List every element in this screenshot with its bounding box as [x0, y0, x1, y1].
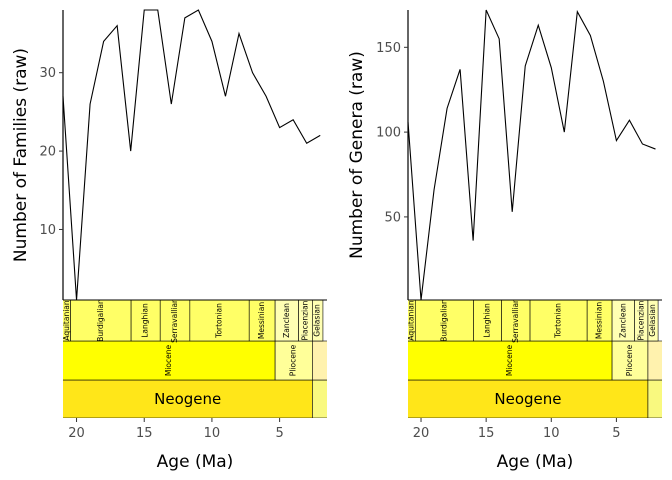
genera-x-axis-title: Age (Ma)	[497, 452, 574, 472]
stage-band	[312, 300, 324, 342]
quaternary-band	[647, 379, 662, 418]
period-band	[63, 379, 313, 418]
stage-label: Gelasian	[648, 304, 657, 337]
stage-label: Gelasian	[313, 304, 322, 337]
stage-band	[473, 300, 502, 342]
epoch-label: Miocene	[164, 344, 173, 376]
stage-band	[248, 300, 276, 342]
families-ticks: 10 20 30 20 15 10 5	[39, 66, 283, 441]
stage-label: Serravallian	[511, 298, 520, 343]
stage-label: Serravallian	[170, 298, 179, 343]
stage-label: Aquitanian	[62, 300, 71, 341]
pleistocene-band	[647, 340, 662, 381]
epoch-label: Pliocene	[625, 344, 634, 376]
y-tick-label: 10	[39, 223, 56, 238]
stage-band	[529, 300, 588, 342]
x-tick-label: 5	[275, 426, 283, 441]
families-y-axis-title: Number of Families (raw)	[11, 48, 31, 262]
x-tick-label: 15	[136, 426, 153, 441]
stage-label: Burdigalian	[439, 299, 448, 342]
stage-label: Langhian	[483, 303, 492, 338]
stage-label: Tortonian	[554, 303, 563, 339]
y-tick-label: 150	[376, 41, 401, 56]
stage-label: Zanclean	[618, 303, 627, 338]
stage-band	[130, 300, 161, 342]
y-tick-label: 30	[39, 66, 56, 81]
x-tick-label: 10	[204, 426, 221, 441]
epoch-band	[611, 340, 649, 381]
stage-band	[647, 300, 659, 342]
x-tick-label: 5	[612, 426, 620, 441]
genera-timescale: Neogene Miocene Pliocene Aquitanian Burdigal…	[407, 298, 662, 418]
stage-label: Messinian	[257, 302, 266, 339]
stage-band	[501, 300, 531, 342]
y-tick-label: 50	[384, 210, 401, 225]
pleistocene-band	[312, 340, 327, 381]
period-label: Neogene	[154, 390, 221, 408]
genera-series-line	[407, 9, 656, 301]
stage-label: Piacenzian	[300, 300, 309, 340]
stage-band	[414, 300, 474, 342]
stage-label: Tortonian	[215, 303, 224, 339]
epoch-label: Pliocene	[289, 344, 298, 376]
stage-band	[189, 300, 250, 342]
stage-label: Messinian	[595, 302, 604, 339]
stage-label: Langhian	[141, 303, 150, 338]
x-tick-label: 15	[478, 426, 495, 441]
timescale-bands: Neogene Miocene Pliocene Aquitanian Burdigal…	[62, 298, 327, 418]
period-band	[408, 379, 649, 418]
genera-y-axis-title: Number of Genera (raw)	[347, 51, 367, 259]
families-timescale: Neogene Miocene Pliocene Aquitanian Burdigal…	[62, 298, 327, 418]
stage-band	[70, 300, 132, 342]
x-tick-label: 20	[68, 426, 85, 441]
x-tick-label: 10	[543, 426, 560, 441]
y-tick-label: 20	[39, 145, 56, 160]
genera-axes	[407, 10, 662, 301]
stage-label: Aquitanian	[407, 300, 416, 341]
y-tick-label: 100	[376, 126, 401, 141]
quaternary-band	[312, 379, 327, 418]
epoch-band	[408, 340, 613, 381]
timescale-bands: Neogene Miocene Pliocene Aquitanian Burdigal…	[407, 298, 662, 418]
genera-ticks: 50 100 150 20 15 10 5	[376, 41, 620, 441]
families-panel: Neogene Miocene Pliocene Aquitanian Burdigal…	[11, 9, 327, 472]
families-axes	[62, 10, 327, 301]
stage-band	[586, 300, 613, 342]
x-tick-label: 20	[413, 426, 430, 441]
stage-label: Zanclean	[282, 303, 291, 338]
period-label: Neogene	[494, 390, 561, 408]
genera-panel: Neogene Miocene Pliocene Aquitanian Burdigal…	[347, 9, 662, 472]
epoch-band	[274, 340, 313, 381]
epoch-band	[63, 340, 276, 381]
epoch-label: Miocene	[505, 344, 514, 376]
stage-label: Burdigalian	[96, 299, 105, 342]
families-series-line	[62, 9, 321, 301]
families-x-axis-title: Age (Ma)	[157, 452, 234, 472]
stage-label: Piacenzian	[636, 300, 645, 340]
